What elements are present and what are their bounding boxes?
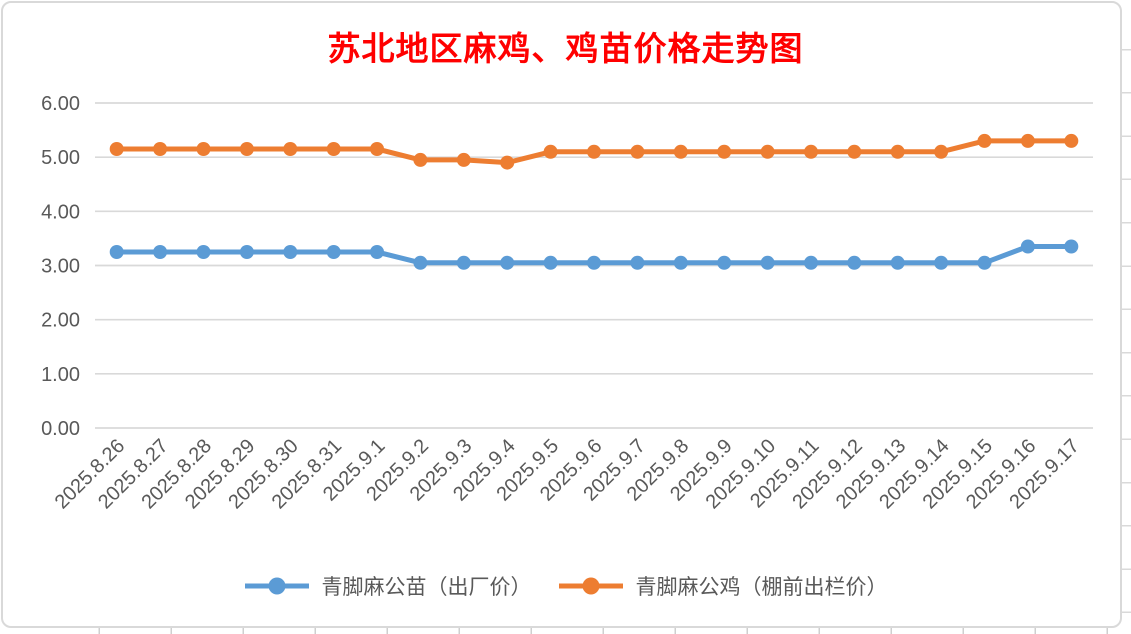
data-point-marker [717, 255, 732, 270]
y-tick-label: 5.00 [41, 147, 80, 169]
data-point-marker [934, 255, 949, 270]
y-tick-label: 2.00 [41, 310, 80, 332]
legend-marker-line-icon [558, 577, 623, 595]
data-point-marker [1020, 239, 1035, 254]
data-point-marker [370, 245, 384, 259]
data-point-marker [456, 152, 471, 167]
data-point-marker [500, 155, 515, 170]
y-tick-label: 3.00 [41, 256, 80, 278]
data-point-marker [1064, 133, 1079, 148]
legend-item-chick-seedling[interactable]: 青脚麻公苗（出厂价） [244, 571, 532, 601]
data-point-marker [847, 255, 862, 270]
data-point-marker [630, 255, 645, 270]
data-point-marker [804, 144, 818, 159]
data-point-marker [153, 142, 168, 156]
data-point-marker [370, 142, 384, 156]
data-point-marker [543, 255, 558, 270]
spreadsheet-grid-bottom-sliver [0, 628, 1131, 634]
data-point-marker [673, 255, 688, 270]
data-point-marker [283, 245, 298, 259]
data-point-marker [847, 144, 862, 159]
data-point-marker [630, 144, 645, 159]
data-point-marker [890, 255, 905, 270]
data-point-marker [934, 144, 949, 159]
y-tick-label: 6.00 [41, 93, 80, 115]
data-point-marker [760, 255, 775, 270]
data-point-marker [890, 144, 905, 159]
y-tick-label: 1.00 [41, 364, 80, 386]
plot-svg: 0.001.002.003.004.005.006.002025.8.26202… [41, 93, 1093, 513]
data-point-marker [717, 144, 732, 159]
y-tick-label: 4.00 [41, 201, 80, 223]
chart-legend: 青脚麻公苗（出厂价） 青脚麻公鸡（棚前出栏价） [0, 571, 1131, 601]
data-point-marker [326, 245, 341, 259]
data-point-marker [673, 144, 688, 159]
data-point-marker [1020, 133, 1035, 148]
data-point-marker [587, 255, 601, 270]
data-point-marker [196, 245, 211, 259]
data-point-marker [239, 142, 254, 156]
data-point-marker [760, 144, 775, 159]
y-tick-label: 0.00 [41, 418, 80, 440]
data-point-marker [153, 245, 168, 259]
legend-label-rooster: 青脚麻公鸡（棚前出栏价） [635, 576, 888, 599]
chart-title: 苏北地区麻鸡、鸡苗价格走势图 [327, 32, 804, 68]
data-point-marker [977, 133, 992, 148]
data-point-marker [1064, 239, 1079, 254]
data-point-marker [413, 255, 428, 270]
data-point-marker [804, 255, 818, 270]
data-point-marker [543, 144, 558, 159]
legend-item-rooster[interactable]: 青脚麻公鸡（棚前出栏价） [558, 571, 888, 601]
data-point-marker [326, 142, 341, 156]
data-point-marker [587, 144, 601, 159]
data-point-marker [109, 245, 124, 259]
data-point-marker [196, 142, 211, 156]
data-point-marker [456, 255, 471, 270]
data-point-marker [977, 255, 992, 270]
data-point-marker [109, 142, 124, 156]
data-point-marker [239, 245, 254, 259]
data-point-marker [413, 152, 428, 167]
data-point-marker [500, 255, 515, 270]
legend-label-chick-seedling: 青脚麻公苗（出厂价） [321, 576, 532, 599]
data-point-marker [283, 142, 298, 156]
legend-marker-line-icon [244, 577, 309, 595]
spreadsheet-grid-right-sliver [1122, 0, 1131, 629]
